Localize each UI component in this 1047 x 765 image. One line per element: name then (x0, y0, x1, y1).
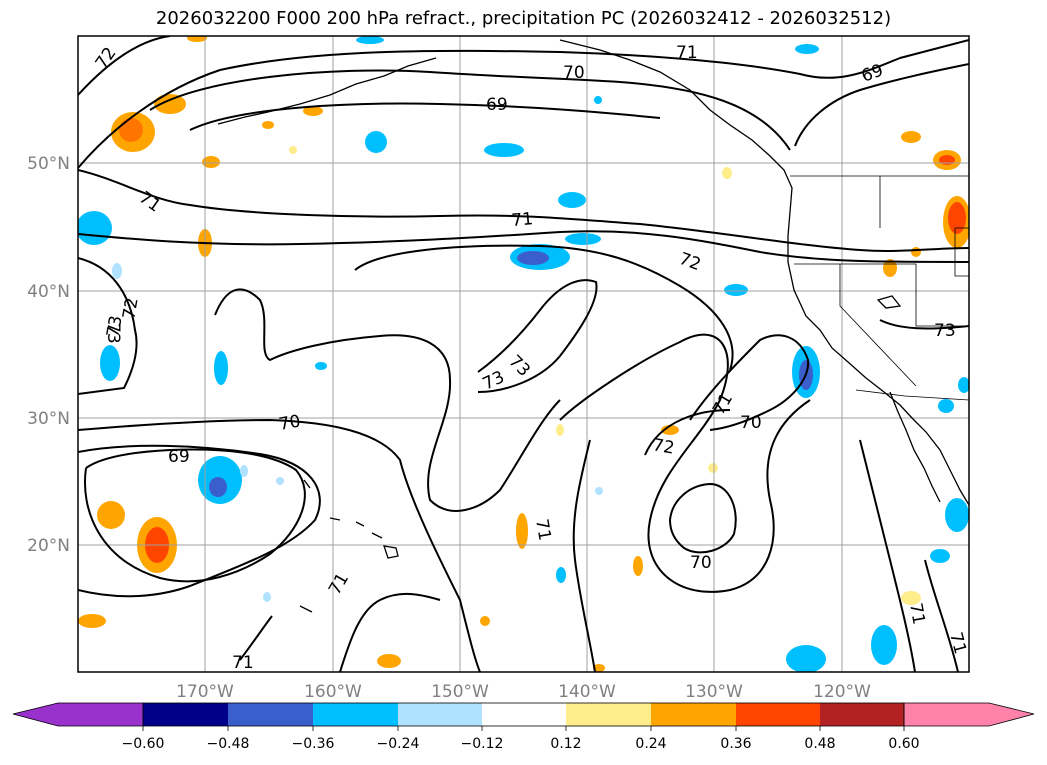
contour-label: 71 (676, 43, 698, 63)
contour-label: 69 (168, 447, 190, 467)
colorbar-segment (398, 703, 482, 726)
contour-label: 71 (511, 209, 534, 231)
contour-label: 72 (651, 435, 676, 458)
lon-label: 130°W (685, 682, 743, 702)
colorbar-segment (903, 702, 1035, 727)
colorbar: −0.60 −0.48 −0.36 −0.24 −0.12 0.12 0.24 … (12, 702, 1035, 752)
contour-label: 69 (486, 95, 508, 115)
lat-label: 50°N (27, 154, 70, 174)
colorbar-tick-label: 0.60 (888, 736, 919, 752)
graticule (78, 36, 969, 672)
colorbar-segment (820, 703, 904, 726)
map-title: 2026032200 F000 200 hPa refract., precip… (155, 8, 892, 29)
colorbar-tick-label: −0.12 (461, 736, 504, 752)
latitude-labels: 50°N 40°N 30°N 20°N (27, 154, 70, 556)
lon-label: 120°W (813, 682, 871, 702)
lat-label: 20°N (27, 536, 70, 556)
colorbar-frame (142, 702, 905, 727)
longitude-labels: 170°W 160°W 150°W 140°W 130°W 120°W (176, 682, 871, 702)
colorbar-segment (482, 703, 566, 726)
contour-label: 70 (563, 63, 585, 83)
borders (790, 175, 969, 401)
contour-label: 70 (690, 553, 712, 573)
colorbar-tick-label: −0.36 (292, 736, 335, 752)
lon-label: 140°W (558, 682, 616, 702)
colorbar-tick-label: 0.48 (804, 736, 835, 752)
colorbar-segment (143, 703, 228, 726)
precipitation-shading (78, 36, 969, 672)
lon-label: 160°W (304, 682, 362, 702)
contour-label: 71 (531, 517, 554, 542)
contour-label: 73 (934, 321, 956, 341)
contour-label: 71 (232, 653, 254, 673)
contour-label: 70 (277, 411, 302, 434)
contour-label: 71 (905, 601, 928, 626)
colorbar-tick-label: 0.12 (550, 736, 581, 752)
colorbar-segment (566, 703, 651, 726)
colorbar-tick-label: −0.48 (207, 736, 250, 752)
contour-label: 70 (740, 413, 762, 433)
lon-label: 150°W (431, 682, 489, 702)
colorbar-tick-label: −0.24 (377, 736, 420, 752)
contour-label: 73 (103, 314, 126, 339)
colorbar-segment (228, 703, 313, 726)
colorbar-tick-label: 0.36 (720, 736, 751, 752)
colorbar-segment (736, 703, 820, 726)
contour-label: 72 (119, 296, 142, 321)
contour-label: 73 (103, 322, 123, 344)
colorbar-segment (12, 702, 144, 727)
coastlines (217, 39, 969, 613)
map-background (78, 36, 969, 672)
lon-label: 170°W (176, 682, 234, 702)
refractivity-contours (78, 36, 969, 672)
lat-label: 30°N (27, 409, 70, 429)
colorbar-segment (313, 703, 398, 726)
lat-label: 40°N (27, 282, 70, 302)
colorbar-tick-label: −0.60 (122, 736, 165, 752)
colorbar-segment (651, 703, 736, 726)
map-frame (77, 35, 970, 673)
colorbar-tick-label: 0.24 (635, 736, 666, 752)
